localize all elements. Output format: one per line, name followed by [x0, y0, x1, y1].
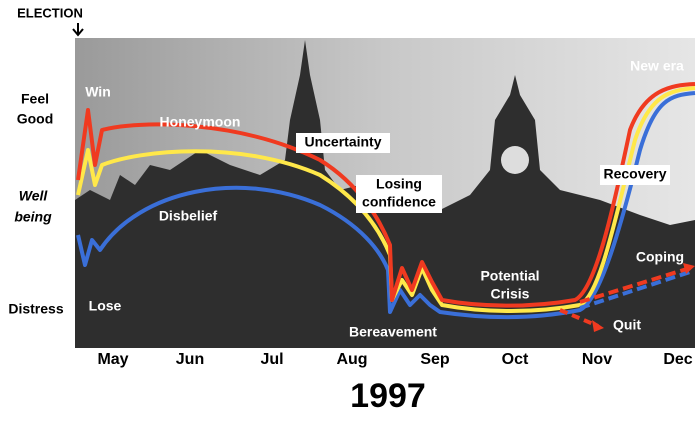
label-bg — [356, 175, 442, 213]
y-label: Distress — [8, 301, 63, 317]
annotation: Potential — [480, 268, 539, 284]
annotation: Coping — [636, 249, 684, 265]
year: 1997 — [350, 377, 426, 415]
quit-arrow — [559, 308, 599, 328]
y-label: being — [14, 209, 52, 225]
annotation: Quit — [613, 317, 641, 333]
annotation: Disbelief — [159, 208, 218, 224]
label-bg — [296, 133, 390, 153]
election-label: ELECTION — [17, 5, 83, 20]
x-tick-label: Sep — [420, 351, 450, 368]
x-tick-label: Jul — [260, 351, 283, 368]
x-tick-label: Aug — [336, 351, 367, 368]
annotation: Losing — [376, 176, 422, 192]
curve-yellow — [76, 86, 696, 313]
annotation: Honeymoon — [160, 114, 241, 130]
annotation: Recovery — [603, 166, 666, 182]
annotation: Lose — [89, 298, 122, 314]
election-arrow — [72, 23, 84, 37]
y-label: Feel — [21, 91, 49, 107]
x-tick-label: Nov — [582, 351, 612, 368]
annotation: confidence — [362, 194, 436, 210]
x-tick-label: Jun — [176, 351, 204, 368]
x-tick-label: Oct — [502, 351, 529, 368]
annotation: Win — [85, 84, 111, 100]
annotation: New era — [630, 58, 684, 74]
skyline — [75, 40, 695, 348]
annotation: Uncertainty — [304, 134, 381, 150]
coping-arrow-blue — [579, 270, 691, 310]
x-tick-label: Dec — [663, 351, 692, 368]
x-tick-label: May — [97, 351, 128, 368]
curve-red — [76, 82, 696, 308]
curve-blue — [76, 91, 696, 319]
y-label: Well — [19, 188, 49, 204]
clock-face — [501, 146, 529, 174]
annotation: Bereavement — [349, 324, 437, 340]
annotation: Crisis — [491, 286, 530, 302]
arrowhead — [592, 320, 604, 332]
coping-arrow — [579, 266, 691, 304]
label-bg — [600, 165, 670, 185]
y-label: Good — [17, 111, 54, 127]
arrowhead — [683, 263, 695, 274]
